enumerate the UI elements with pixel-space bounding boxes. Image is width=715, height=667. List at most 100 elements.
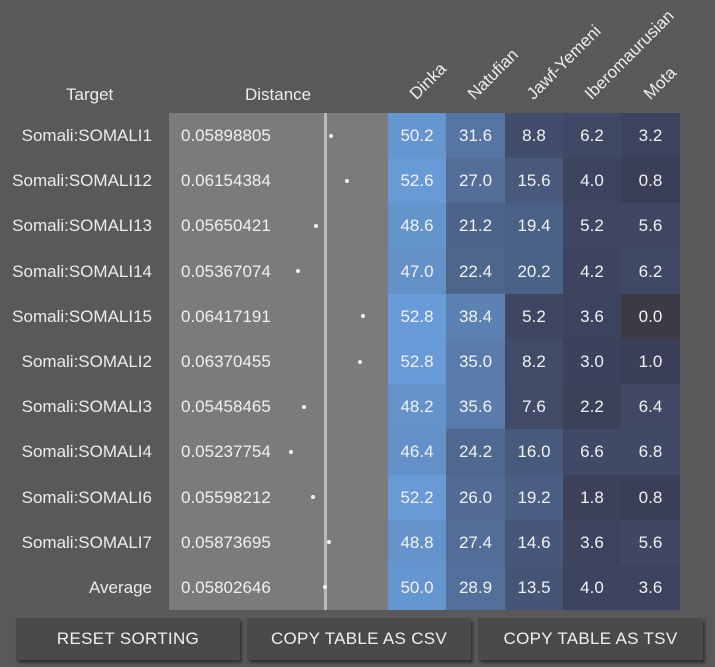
percent-cell: 50.2 <box>388 113 446 159</box>
target-name: Somali:SOMALI15 <box>12 306 152 326</box>
header-pop-4[interactable]: Mota <box>639 63 681 104</box>
percent-cell: 48.6 <box>388 203 446 249</box>
distance-dot <box>360 314 365 319</box>
percent-cell: 1.0 <box>621 338 680 385</box>
percent-cell: 19.2 <box>505 474 563 520</box>
distance-value: 0.06154384 <box>181 171 271 191</box>
distance-row: 0.05458465 <box>169 384 388 429</box>
distance-value: 0.05802646 <box>181 577 271 597</box>
distance-row: 0.05650421 <box>169 203 388 248</box>
percent-cell: 38.4 <box>446 293 505 339</box>
target-name: Somali:SOMALI13 <box>12 216 152 236</box>
distance-value: 0.05237754 <box>181 442 271 462</box>
percent-cell: 35.0 <box>446 338 505 385</box>
percent-cell: 4.0 <box>563 158 621 204</box>
copy-tsv-button[interactable]: COPY TABLE AS TSV <box>478 618 703 660</box>
percent-cell: 35.6 <box>446 384 505 430</box>
distance-row: 0.05598212 <box>169 475 388 520</box>
percent-cell: 50.0 <box>388 564 446 611</box>
percent-cell: 6.4 <box>621 384 680 430</box>
percent-cell: 6.8 <box>621 429 680 475</box>
target-name: Average <box>88 577 152 597</box>
distance-dot <box>288 449 293 454</box>
reset-sorting-button[interactable]: RESET SORTING <box>16 618 240 660</box>
target-name: Somali:SOMALI2 <box>21 351 152 371</box>
percent-cell: 2.2 <box>563 384 621 430</box>
header-target[interactable]: Target <box>66 85 114 104</box>
distance-value: 0.05458465 <box>181 397 271 417</box>
percent-cell: 6.2 <box>621 248 680 294</box>
target-name: Somali:SOMALI6 <box>21 487 152 507</box>
percent-cell: 27.4 <box>446 519 505 565</box>
percent-cell: 19.4 <box>505 203 563 249</box>
header-pop-1[interactable]: Natufian <box>463 45 523 104</box>
percent-cell: 46.4 <box>388 429 446 475</box>
percent-cell: 5.6 <box>621 203 680 249</box>
distance-value: 0.05650421 <box>181 216 271 236</box>
percent-cell: 3.6 <box>621 564 680 611</box>
target-name: Somali:SOMALI1 <box>21 126 152 145</box>
target-column: Somali:SOMALI1 Somali:SOMALI12 Somali:SOMA… <box>0 113 160 610</box>
distance-row: 0.05237754 <box>169 429 388 474</box>
percent-cell: 47.0 <box>388 248 446 294</box>
percent-cell: 48.8 <box>388 519 446 565</box>
percent-cell: 4.2 <box>563 248 621 294</box>
percent-cell: 4.0 <box>563 564 621 611</box>
distance-dot <box>344 178 349 183</box>
percent-cell: 0.8 <box>621 474 680 520</box>
distance-dot <box>302 404 307 409</box>
percent-cell: 8.8 <box>505 113 563 159</box>
percent-cell: 21.2 <box>446 203 505 249</box>
percent-cell: 20.2 <box>505 248 563 294</box>
percent-cell: 5.2 <box>563 203 621 249</box>
header-distance[interactable]: Distance <box>245 85 312 104</box>
percent-cell: 8.2 <box>505 338 563 385</box>
distance-value: 0.05367074 <box>181 261 271 281</box>
percent-cell: 52.2 <box>388 474 446 520</box>
percentage-grid: 50.2 31.6 8.8 6.2 3.2 52.6 27.0 15.6 4.0 0.8 48.6 2… <box>388 113 680 611</box>
percent-cell: 7.6 <box>505 384 563 430</box>
percent-cell: 15.6 <box>505 158 563 204</box>
distance-value: 0.06417191 <box>181 306 271 326</box>
distance-dot <box>310 495 315 500</box>
distance-row: 0.06154384 <box>169 158 388 203</box>
percent-cell: 31.6 <box>446 113 505 159</box>
percent-cell: 6.6 <box>563 429 621 475</box>
target-name: Somali:SOMALI7 <box>21 532 152 552</box>
distance-row: 0.05898805 <box>169 113 388 158</box>
distance-dot <box>313 223 318 228</box>
distance-dot <box>357 359 362 364</box>
copy-csv-button[interactable]: COPY TABLE AS CSV <box>247 618 471 660</box>
percent-cell: 5.2 <box>505 293 563 339</box>
percent-cell: 5.6 <box>621 519 680 565</box>
distance-row: 0.06417191 <box>169 294 388 339</box>
header-pop-0[interactable]: Dinka <box>405 59 451 104</box>
percent-cell: 3.6 <box>563 519 621 565</box>
distance-dot <box>329 133 334 138</box>
percent-cell: 3.0 <box>563 338 621 385</box>
percent-cell: 52.8 <box>388 293 446 339</box>
percent-cell: 0.8 <box>621 158 680 204</box>
percent-cell: 52.6 <box>388 158 446 204</box>
percent-cell: 1.8 <box>563 474 621 520</box>
distance-value: 0.05873695 <box>181 532 271 552</box>
distance-value: 0.05898805 <box>181 126 271 145</box>
distance-value: 0.06370455 <box>181 351 271 371</box>
target-name: Somali:SOMALI14 <box>12 261 152 281</box>
distance-row: 0.05873695 <box>169 520 388 565</box>
percent-cell: 6.2 <box>563 113 621 159</box>
percent-cell: 27.0 <box>446 158 505 204</box>
percent-cell: 22.4 <box>446 248 505 294</box>
distance-dot <box>327 540 332 545</box>
percent-cell: 48.2 <box>388 384 446 430</box>
percent-cell: 0.0 <box>621 293 680 339</box>
percent-cell: 3.2 <box>621 113 680 159</box>
distance-row: 0.05367074 <box>169 249 388 294</box>
target-name: Somali:SOMALI3 <box>21 397 152 417</box>
percent-cell: 26.0 <box>446 474 505 520</box>
distance-dot <box>323 585 328 590</box>
percent-cell: 14.6 <box>505 519 563 565</box>
distance-dot <box>296 269 301 274</box>
average-distance-line <box>323 113 327 610</box>
distance-column: 0.05898805 0.06154384 0.05650421 0.05367074… <box>169 113 388 610</box>
